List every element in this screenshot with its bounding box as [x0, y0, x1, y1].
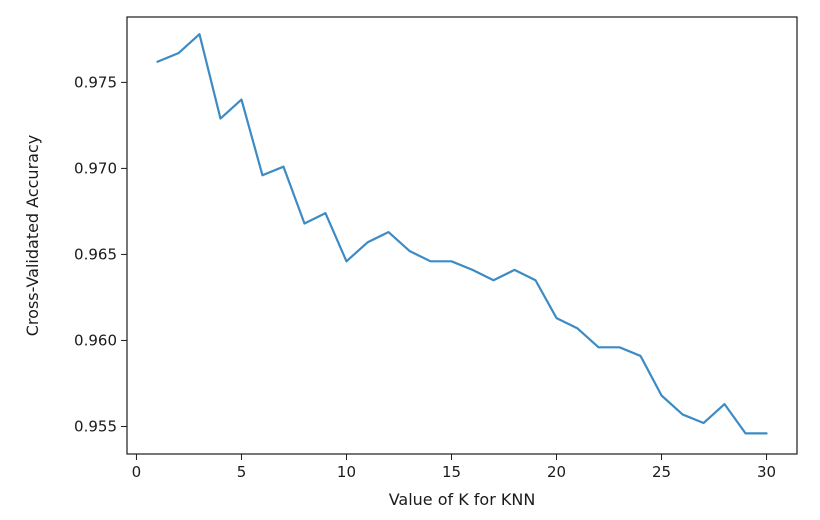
y-tick-label: 0.970 — [74, 159, 117, 177]
y-axis-label: Cross-Validated Accuracy — [23, 135, 42, 336]
y-axis: 0.955 0.960 0.965 0.970 0.975 — [74, 73, 127, 435]
x-axis-label: Value of K for KNN — [389, 490, 536, 509]
plot-frame — [126, 16, 798, 455]
x-tick-label: 25 — [652, 463, 671, 481]
x-tick-label: 5 — [237, 463, 247, 481]
x-tick-label: 20 — [547, 463, 566, 481]
y-tick-label: 0.975 — [74, 73, 117, 91]
y-tick-label: 0.960 — [74, 331, 117, 349]
y-tick-label: 0.955 — [74, 417, 117, 435]
series-layer — [156, 33, 768, 435]
x-tick-label: 30 — [757, 463, 776, 481]
y-tick-label: 0.965 — [74, 245, 117, 263]
x-tick-label: 10 — [337, 463, 356, 481]
plot-area — [126, 16, 798, 455]
x-tick-label: 15 — [442, 463, 461, 481]
x-tick-label: 0 — [132, 463, 142, 481]
series-line — [156, 33, 768, 435]
x-axis: 0 5 10 15 20 25 30 — [132, 454, 776, 481]
